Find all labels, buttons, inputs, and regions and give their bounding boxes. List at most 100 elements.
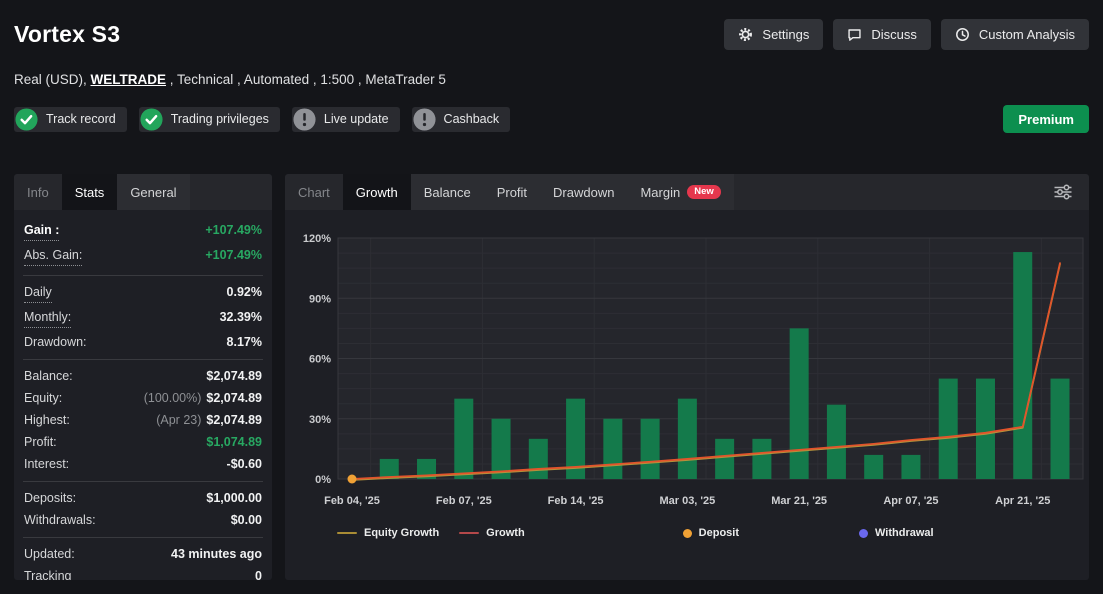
badge-live-update[interactable]: Live update — [291, 106, 400, 132]
x-axis-tick: Apr 21, '25 — [995, 495, 1050, 507]
chart-bar[interactable] — [975, 378, 995, 479]
badge-label: Trading privileges — [170, 112, 269, 126]
tab-info-label: Info — [27, 184, 49, 200]
y-axis-tick: 60% — [309, 354, 331, 366]
tab-balance[interactable]: Balance — [410, 174, 484, 210]
stats-group: Gain : +107.49% Abs. Gain: +107.49% — [23, 214, 263, 275]
stats-tabbar: Info Stats General — [14, 174, 272, 210]
stat-label[interactable]: Daily — [24, 285, 52, 303]
chart-bar[interactable] — [715, 438, 735, 479]
stat-label[interactable]: Gain : — [24, 223, 60, 241]
chart-bar[interactable] — [901, 454, 921, 479]
tab-drawdown-label: Drawdown — [553, 184, 615, 200]
tab-stats-label: Stats — [74, 184, 105, 200]
legend-item-deposit[interactable]: Deposit — [682, 527, 739, 539]
legend-item-equity-growth[interactable]: Equity Growth — [337, 527, 439, 539]
account-meta-prefix: Real (USD), — [14, 72, 91, 87]
stat-value: +107.49% — [205, 223, 262, 238]
stat-row-profit: Profit: $1,074.89 — [23, 431, 263, 453]
discuss-icon — [847, 27, 862, 42]
broker-link[interactable]: WELTRADE — [90, 72, 167, 87]
chart-bar[interactable] — [491, 418, 511, 479]
stat-value-text: 32.39% — [219, 309, 262, 324]
new-badge: New — [687, 184, 721, 200]
stat-row-balance: Balance: $2,074.89 — [23, 365, 263, 387]
badge-cashback[interactable]: Cashback — [411, 106, 511, 132]
page-title: Vortex S3 — [14, 20, 121, 47]
tab-growth[interactable]: Growth — [342, 174, 411, 210]
stat-value: -$0.60 — [227, 457, 262, 472]
discuss-button[interactable]: Discuss — [833, 18, 931, 50]
stats-body: Gain : +107.49% Abs. Gain: +107.49% Daily 0.9… — [14, 210, 272, 580]
x-axis-tick: Mar 03, '25 — [659, 495, 715, 507]
chart-bar[interactable] — [454, 398, 474, 479]
tab-growth-label: Growth — [355, 184, 398, 200]
tab-profit-label: Profit — [496, 184, 528, 200]
chart-bar[interactable] — [603, 418, 623, 479]
stat-value: $2,074.89 — [206, 369, 262, 384]
chart-bar[interactable] — [528, 438, 548, 479]
badge-trading-privileges[interactable]: Trading privileges — [138, 106, 280, 132]
premium-button[interactable]: Premium — [1003, 105, 1089, 133]
stat-value: 32.39% — [220, 310, 262, 325]
stat-value-text: 0 — [255, 568, 262, 581]
tab-profit[interactable]: Profit — [483, 174, 541, 210]
stat-value-text: 8.17% — [226, 334, 262, 349]
deposit-marker[interactable] — [347, 474, 357, 484]
settings-button[interactable]: Settings — [724, 18, 824, 50]
tab-margin[interactable]: Margin New — [627, 174, 734, 210]
growth-chart[interactable]: 0% 30% 60% 90% 120% Feb 04, '25 Feb 07, '25 Feb… — [285, 210, 1089, 510]
chart-bar[interactable] — [379, 458, 399, 479]
legend-item-withdrawal[interactable]: Withdrawal — [859, 527, 934, 539]
chart-bar[interactable] — [864, 454, 884, 479]
stat-row-gain: Gain : +107.49% — [23, 219, 263, 244]
chart-bar[interactable] — [566, 398, 586, 479]
stat-row-monthly: Monthly: 32.39% — [23, 306, 263, 331]
stats-group: Updated: 43 minutes ago Tracking 0 — [23, 537, 263, 580]
tab-info[interactable]: Info — [14, 174, 62, 210]
chart-bar[interactable] — [640, 418, 660, 479]
chart-bar[interactable] — [1013, 252, 1033, 479]
stats-group: Balance: $2,074.89 Equity: (100.00%) $2,074.… — [23, 359, 263, 481]
chart-bar[interactable] — [826, 404, 846, 479]
tab-general[interactable]: General — [117, 174, 190, 210]
tab-chart[interactable]: Chart — [285, 174, 343, 210]
legend-item-growth[interactable]: Growth — [459, 527, 525, 539]
stat-value: (100.00%) $2,074.89 — [144, 391, 262, 406]
stat-value: 8.17% — [227, 335, 262, 350]
chart-legend: Equity Growth Growth Deposit Withdrawal — [285, 527, 1089, 539]
chart-settings-button[interactable] — [1037, 174, 1089, 210]
chart-bar[interactable] — [1050, 378, 1070, 479]
badge-row: Track record Trading privileges Live updat… — [14, 105, 1089, 133]
badge-track-record[interactable]: Track record — [14, 106, 127, 132]
custom-analysis-button[interactable]: Custom Analysis — [940, 18, 1089, 50]
chart-bar[interactable] — [752, 438, 772, 479]
header-buttons: Settings Discuss Custom Analysis — [714, 18, 1089, 50]
tab-chart-label: Chart — [298, 184, 330, 200]
stat-row-tracking: Tracking 0 — [23, 565, 263, 581]
badge-label: Track record — [46, 112, 116, 126]
chart-bar[interactable] — [677, 398, 697, 479]
custom-analysis-button-label: Custom Analysis — [978, 26, 1075, 42]
stats-panel: Info Stats General Gain : +107.49% Abs. Gain… — [14, 174, 272, 580]
stat-label[interactable]: Abs. Gain: — [24, 248, 83, 266]
account-meta: Real (USD), WELTRADE , Technical , Autom… — [14, 72, 1089, 87]
stats-group: Deposits: $1,000.00 Withdrawals: $0.00 — [23, 481, 263, 537]
legend-label: Withdrawal — [875, 527, 934, 539]
chart-tabbar: Chart Growth Balance Profit Drawdown Margin Ne… — [285, 174, 1089, 210]
y-axis-tick: 30% — [309, 414, 331, 426]
tab-stats[interactable]: Stats — [61, 174, 118, 210]
chart-bar[interactable] — [938, 378, 958, 479]
stat-label: Updated: — [24, 546, 75, 561]
stat-label[interactable]: Monthly: — [24, 310, 72, 328]
stat-value-note: (Apr 23) — [156, 412, 202, 427]
badge-label: Live update — [323, 112, 389, 126]
chart-bar[interactable] — [789, 328, 809, 479]
header-top: Vortex S3 Settings Discuss Custom Analysis — [14, 18, 1089, 50]
tab-drawdown[interactable]: Drawdown — [540, 174, 628, 210]
stat-label: Deposits: — [24, 490, 77, 505]
y-axis-tick: 120% — [303, 233, 331, 245]
stat-value-text: $1,074.89 — [206, 434, 262, 449]
stat-row-deposits: Deposits: $1,000.00 — [23, 487, 263, 509]
chart-bar[interactable] — [417, 458, 437, 479]
